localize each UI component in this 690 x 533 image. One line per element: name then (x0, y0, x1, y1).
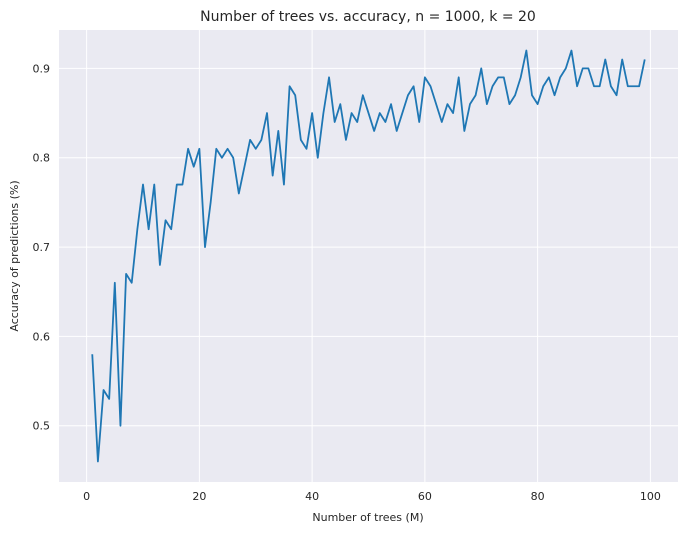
y-tick-label: 0.7 (33, 241, 51, 254)
y-tick-label: 0.6 (33, 330, 51, 343)
x-tick-label: 0 (83, 490, 90, 503)
x-tick-labels: 0 20 40 60 80 100 (83, 490, 661, 503)
x-tick-label: 40 (305, 490, 319, 503)
x-gridlines (86, 30, 651, 482)
chart-title: Number of trees vs. accuracy, n = 1000, … (200, 9, 536, 25)
y-axis-title: Accuracy of predictions (%) (8, 180, 21, 331)
x-tick-label: 80 (531, 490, 545, 503)
x-tick-label: 60 (418, 490, 432, 503)
y-tick-label: 0.5 (33, 420, 51, 433)
x-tick-label: 20 (192, 490, 206, 503)
x-tick-label: 100 (640, 490, 661, 503)
y-tick-label: 0.8 (33, 152, 51, 165)
plot-background (59, 30, 678, 482)
y-tick-label: 0.9 (33, 62, 51, 75)
y-tick-labels: 0.5 0.6 0.7 0.8 0.9 (33, 62, 51, 432)
series-line (91, 49, 646, 463)
series-layer (91, 49, 646, 463)
x-axis-title: Number of trees (M) (312, 511, 423, 524)
